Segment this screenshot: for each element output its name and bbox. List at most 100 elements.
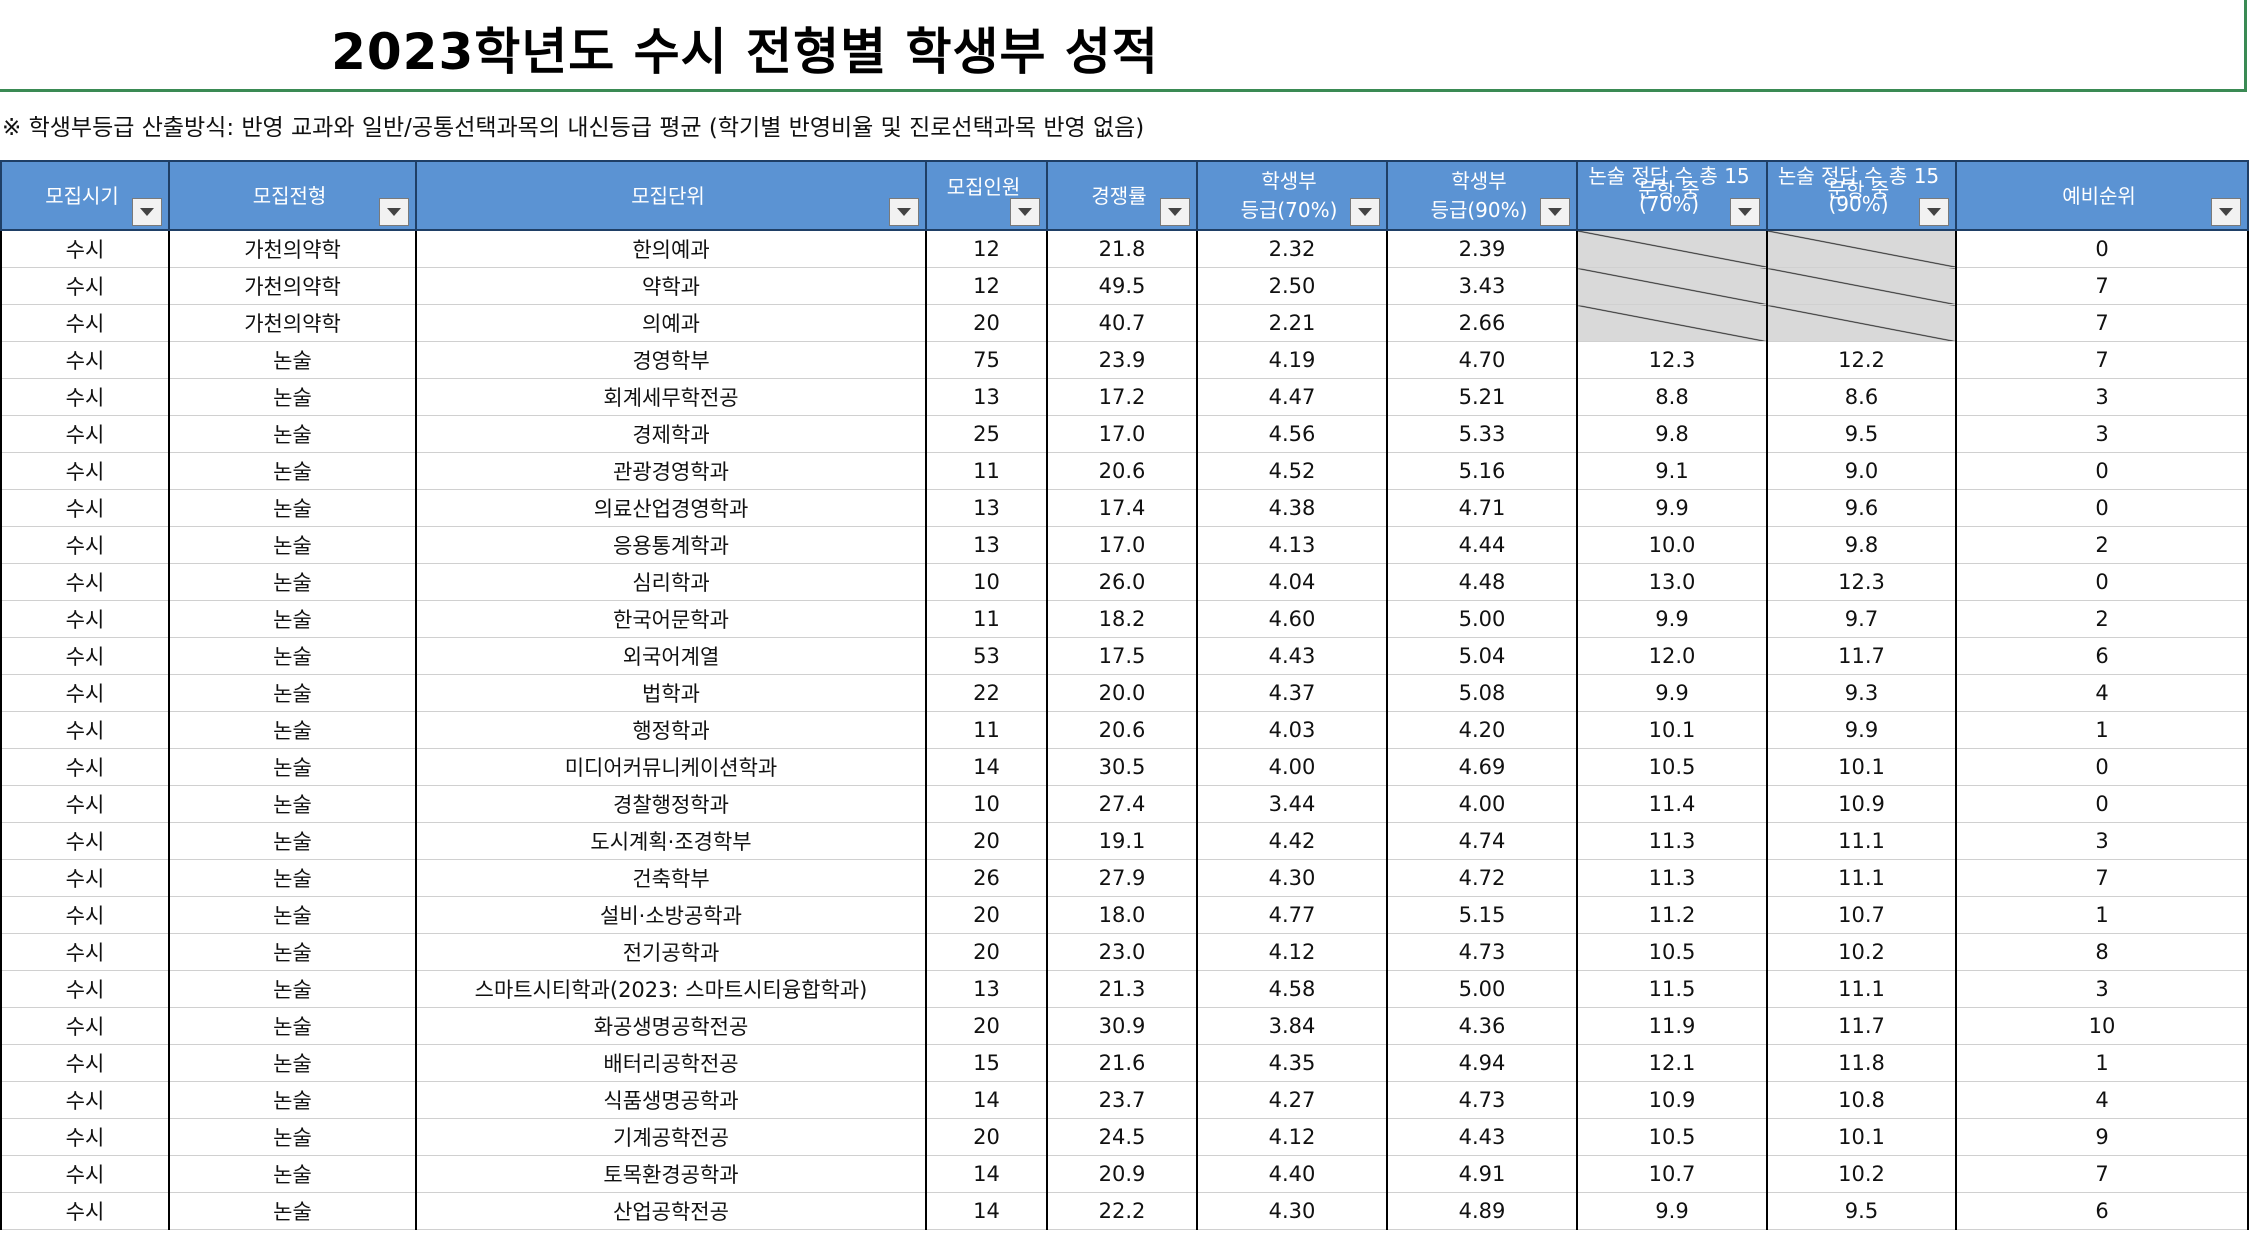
unit-cell[interactable]: 회계세무학전공 (415, 378, 927, 416)
period-cell[interactable]: 수시 (0, 822, 170, 860)
unit-cell[interactable]: 스마트시티학과(2023: 스마트시티융합학과) (415, 970, 927, 1008)
unit-cell[interactable]: 건축학부 (415, 859, 927, 897)
period-cell[interactable]: 수시 (0, 304, 170, 342)
competition-cell[interactable]: 40.7 (1046, 304, 1198, 342)
grade-90-cell[interactable]: 5.21 (1386, 378, 1578, 416)
competition-cell[interactable]: 23.7 (1046, 1081, 1198, 1119)
essay-70-cell[interactable]: 10.1 (1576, 711, 1768, 749)
quota-cell[interactable]: 11 (925, 600, 1048, 638)
period-cell[interactable]: 수시 (0, 1155, 170, 1193)
unit-cell[interactable]: 경영학부 (415, 341, 927, 379)
essay-90-cell[interactable]: 10.8 (1766, 1081, 1957, 1119)
quota-cell[interactable]: 22 (925, 674, 1048, 712)
period-cell[interactable]: 수시 (0, 1118, 170, 1156)
competition-cell[interactable]: 17.4 (1046, 489, 1198, 527)
grade-90-cell[interactable]: 2.66 (1386, 304, 1578, 342)
waitlist-cell[interactable]: 2 (1955, 526, 2249, 564)
admission-type-cell[interactable]: 논술 (168, 378, 417, 416)
grade-70-cell[interactable]: 4.30 (1196, 859, 1388, 897)
grade-70-cell[interactable]: 4.52 (1196, 452, 1388, 490)
dropdown-filter-icon[interactable] (379, 198, 409, 226)
grade-90-cell[interactable]: 4.69 (1386, 748, 1578, 786)
quota-cell[interactable]: 20 (925, 1118, 1048, 1156)
essay-70-cell[interactable]: 10.0 (1576, 526, 1768, 564)
admission-type-cell[interactable]: 논술 (168, 1044, 417, 1082)
waitlist-cell[interactable]: 7 (1955, 304, 2249, 342)
period-cell[interactable]: 수시 (0, 452, 170, 490)
unit-cell[interactable]: 관광경영학과 (415, 452, 927, 490)
essay-90-cell[interactable]: 8.6 (1766, 378, 1957, 416)
quota-cell[interactable]: 53 (925, 637, 1048, 675)
dropdown-filter-icon[interactable] (2211, 198, 2241, 226)
quota-cell[interactable]: 13 (925, 970, 1048, 1008)
grade-70-cell[interactable]: 2.32 (1196, 230, 1388, 268)
admission-type-cell[interactable]: 논술 (168, 563, 417, 601)
grade-90-cell[interactable]: 4.36 (1386, 1007, 1578, 1045)
grade-90-cell[interactable]: 4.43 (1386, 1118, 1578, 1156)
quota-cell[interactable]: 14 (925, 1192, 1048, 1230)
waitlist-cell[interactable]: 4 (1955, 1081, 2249, 1119)
quota-cell[interactable]: 20 (925, 822, 1048, 860)
unit-cell[interactable]: 화공생명공학전공 (415, 1007, 927, 1045)
unit-cell[interactable]: 의예과 (415, 304, 927, 342)
essay-70-cell[interactable]: 12.1 (1576, 1044, 1768, 1082)
grade-90-cell[interactable]: 5.15 (1386, 896, 1578, 934)
competition-cell[interactable]: 20.0 (1046, 674, 1198, 712)
essay-90-cell[interactable]: 12.2 (1766, 341, 1957, 379)
grade-90-cell[interactable]: 4.00 (1386, 785, 1578, 823)
competition-cell[interactable]: 17.2 (1046, 378, 1198, 416)
essay-90-cell[interactable]: 11.8 (1766, 1044, 1957, 1082)
unit-cell[interactable]: 한국어문학과 (415, 600, 927, 638)
grade-70-cell[interactable]: 4.00 (1196, 748, 1388, 786)
unit-cell[interactable]: 미디어커뮤니케이션학과 (415, 748, 927, 786)
admission-type-cell[interactable]: 논술 (168, 1118, 417, 1156)
grade-70-cell[interactable]: 4.19 (1196, 341, 1388, 379)
essay-90-cell[interactable]: 9.3 (1766, 674, 1957, 712)
essay-70-cell[interactable]: 12.0 (1576, 637, 1768, 675)
essay-70-cell[interactable]: 11.9 (1576, 1007, 1768, 1045)
unit-cell[interactable]: 응용통계학과 (415, 526, 927, 564)
competition-cell[interactable]: 30.9 (1046, 1007, 1198, 1045)
unit-cell[interactable]: 도시계획·조경학부 (415, 822, 927, 860)
unit-cell[interactable]: 심리학과 (415, 563, 927, 601)
unit-cell[interactable]: 토목환경공학과 (415, 1155, 927, 1193)
unit-cell[interactable]: 의료산업경영학과 (415, 489, 927, 527)
admission-type-cell[interactable]: 논술 (168, 970, 417, 1008)
essay-70-cell[interactable]: 11.5 (1576, 970, 1768, 1008)
grade-70-cell[interactable]: 4.04 (1196, 563, 1388, 601)
period-cell[interactable]: 수시 (0, 1081, 170, 1119)
waitlist-cell[interactable]: 3 (1955, 378, 2249, 416)
grade-70-cell[interactable]: 4.13 (1196, 526, 1388, 564)
competition-cell[interactable]: 23.9 (1046, 341, 1198, 379)
competition-cell[interactable]: 17.0 (1046, 415, 1198, 453)
grade-70-cell[interactable]: 4.58 (1196, 970, 1388, 1008)
period-cell[interactable]: 수시 (0, 341, 170, 379)
unit-cell[interactable]: 기계공학전공 (415, 1118, 927, 1156)
quota-cell[interactable]: 20 (925, 933, 1048, 971)
essay-90-cell[interactable]: 10.7 (1766, 896, 1957, 934)
admission-type-cell[interactable]: 가천의약학 (168, 230, 417, 268)
period-cell[interactable]: 수시 (0, 1192, 170, 1230)
essay-70-cell[interactable]: 13.0 (1576, 563, 1768, 601)
period-cell[interactable]: 수시 (0, 785, 170, 823)
admission-type-cell[interactable]: 논술 (168, 859, 417, 897)
grade-70-cell[interactable]: 4.60 (1196, 600, 1388, 638)
grade-90-cell[interactable]: 2.39 (1386, 230, 1578, 268)
competition-cell[interactable]: 27.9 (1046, 859, 1198, 897)
waitlist-cell[interactable]: 8 (1955, 933, 2249, 971)
quota-cell[interactable]: 15 (925, 1044, 1048, 1082)
grade-90-cell[interactable]: 4.71 (1386, 489, 1578, 527)
quota-cell[interactable]: 26 (925, 859, 1048, 897)
grade-70-cell[interactable]: 4.56 (1196, 415, 1388, 453)
admission-type-cell[interactable]: 가천의약학 (168, 267, 417, 305)
essay-70-cell[interactable] (1576, 304, 1768, 342)
quota-cell[interactable]: 25 (925, 415, 1048, 453)
period-cell[interactable]: 수시 (0, 970, 170, 1008)
essay-90-cell[interactable]: 11.1 (1766, 970, 1957, 1008)
essay-70-cell[interactable]: 9.9 (1576, 489, 1768, 527)
grade-90-cell[interactable]: 4.74 (1386, 822, 1578, 860)
period-cell[interactable]: 수시 (0, 859, 170, 897)
competition-cell[interactable]: 22.2 (1046, 1192, 1198, 1230)
waitlist-cell[interactable]: 0 (1955, 230, 2249, 268)
admission-type-cell[interactable]: 논술 (168, 452, 417, 490)
